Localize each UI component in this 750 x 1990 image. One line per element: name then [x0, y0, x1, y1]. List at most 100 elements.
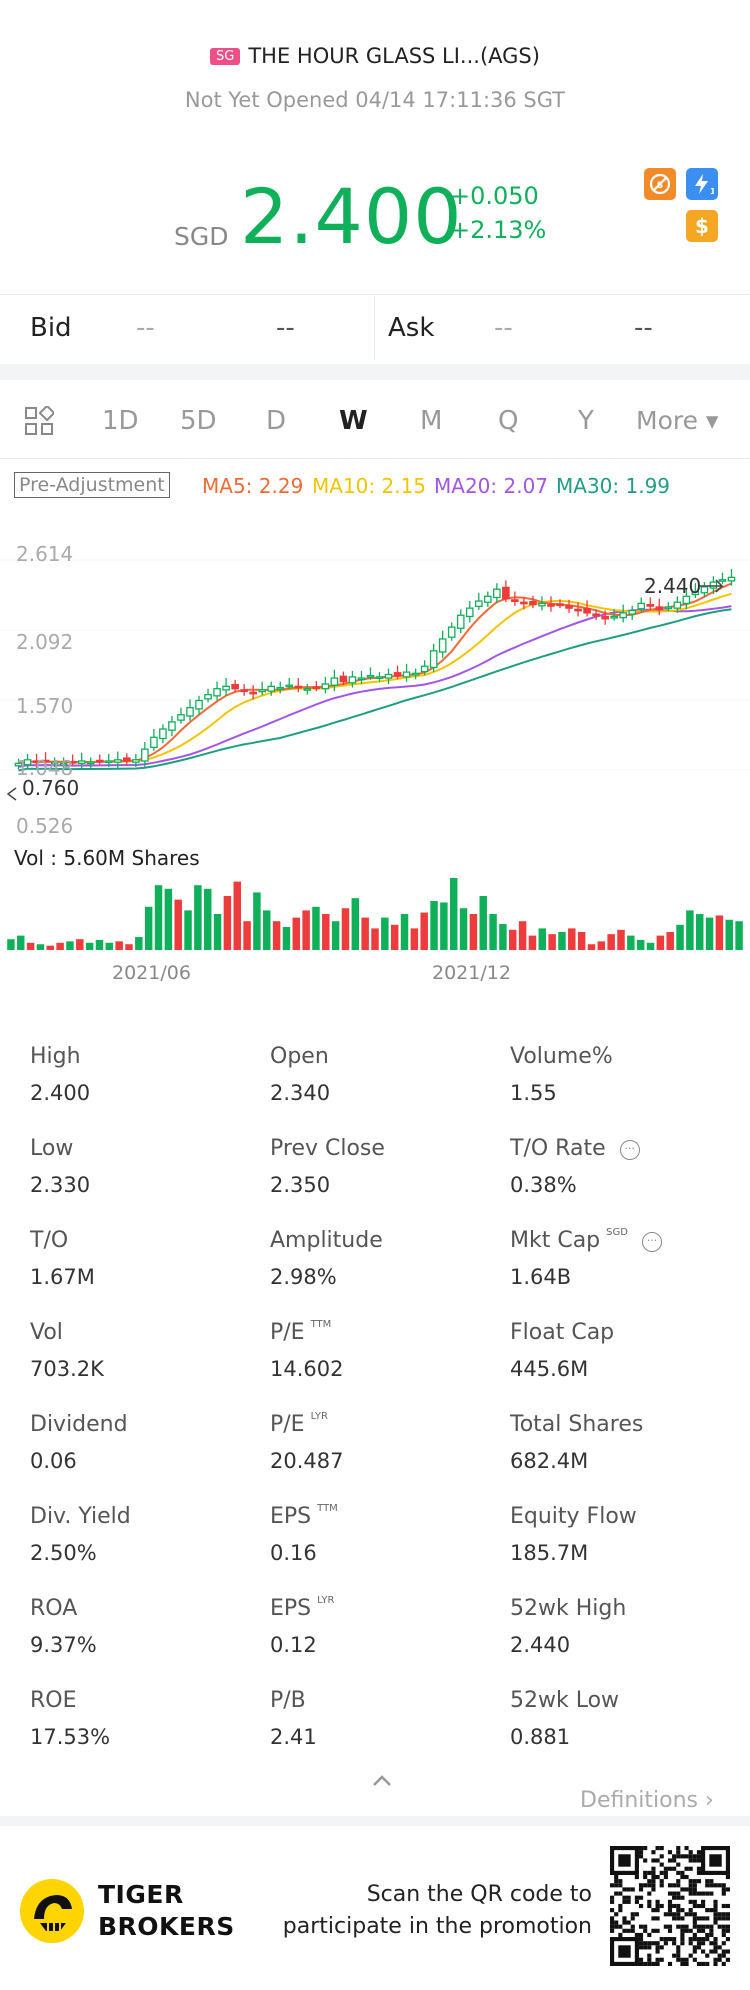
qr-module — [692, 1899, 697, 1904]
qr-module — [713, 1908, 718, 1913]
tab-more[interactable]: More ▾ — [636, 406, 719, 435]
qr-module — [672, 1916, 677, 1921]
qr-module — [614, 1883, 619, 1888]
candle-body — [249, 691, 257, 695]
qr-module — [676, 1879, 681, 1884]
qr-module — [721, 1932, 726, 1938]
qr-module — [709, 1932, 714, 1938]
dollar-icon[interactable]: $ — [686, 210, 718, 242]
qr-module — [618, 1854, 631, 1867]
y-tick: 2.614 — [16, 542, 74, 566]
qr-module — [638, 1941, 644, 1946]
qr-module — [614, 1924, 619, 1929]
lightning-level1-icon[interactable]: 1 — [686, 168, 718, 200]
stat-value: 445.6M — [510, 1357, 589, 1381]
definitions-link[interactable]: Definitions › — [580, 1788, 714, 1813]
candle-body — [682, 595, 691, 605]
qr-module — [680, 1932, 685, 1938]
info-icon[interactable]: ··· — [619, 1140, 640, 1160]
candle-body — [456, 614, 465, 629]
qr-module — [705, 1932, 710, 1938]
price-change-pct: +2.13% — [450, 216, 547, 244]
qr-module — [626, 1895, 631, 1900]
qr-module — [676, 1957, 681, 1962]
stat-label: EPS TTM — [270, 1503, 338, 1529]
tab-q[interactable]: Q — [498, 406, 519, 436]
qr-module — [688, 1891, 693, 1896]
qr-module — [692, 1937, 697, 1942]
qr-module — [651, 1850, 656, 1855]
stat-label-text: High — [30, 1044, 81, 1069]
qr-module — [610, 1883, 615, 1888]
tab-5d[interactable]: 5D — [180, 406, 217, 436]
qr-module — [622, 1895, 627, 1900]
tab-y[interactable]: Y — [578, 406, 594, 436]
stat-label-text: Volume% — [510, 1044, 613, 1069]
volume-bar — [164, 888, 173, 950]
stat-label: Volume% — [510, 1044, 613, 1069]
price-chart[interactable] — [0, 520, 750, 830]
stat-value: 2.330 — [30, 1173, 91, 1197]
qr-module — [709, 1924, 714, 1929]
qr-module — [721, 1887, 726, 1892]
candle-body — [231, 683, 239, 690]
candle-body — [493, 588, 501, 599]
qr-module — [638, 1957, 644, 1962]
tab-w[interactable]: W — [339, 406, 368, 436]
stat-label: Total Shares — [510, 1412, 643, 1437]
qr-module — [692, 1932, 697, 1938]
qr-module — [622, 1899, 627, 1904]
no-short-icon[interactable]: S — [644, 168, 676, 200]
qr-module — [672, 1883, 677, 1888]
info-icon[interactable]: ··· — [641, 1232, 662, 1252]
pre-adjustment-toggle[interactable]: Pre-Adjustment — [14, 472, 170, 498]
candle-body — [258, 689, 266, 693]
stock-title: SG THE HOUR GLASS LI...(AGS) — [0, 44, 750, 68]
stat-label: Vol — [30, 1320, 63, 1345]
qr-module — [614, 1920, 619, 1925]
candle-body — [23, 759, 32, 766]
candle-body — [321, 683, 330, 690]
qr-module — [721, 1883, 726, 1888]
candle-body — [213, 688, 221, 697]
ma20-label: MA20: 2.07 — [434, 474, 549, 498]
candle-body — [529, 600, 537, 606]
qr-module — [676, 1895, 681, 1900]
grid-icon[interactable] — [24, 404, 56, 436]
low-marker: 0.760 — [22, 776, 80, 800]
candle-body — [700, 586, 709, 594]
volume-chart[interactable] — [0, 872, 750, 950]
qr-module — [651, 1874, 656, 1880]
qr-module — [688, 1937, 693, 1942]
qr-module — [688, 1899, 693, 1904]
market-status: Not Yet Opened 04/14 17:11:36 SGT — [184, 88, 566, 112]
qr-module — [638, 1854, 644, 1859]
candle-body — [628, 609, 637, 615]
candle-body — [285, 684, 294, 688]
stat-label: Float Cap — [510, 1320, 614, 1345]
volume-bar — [686, 910, 694, 950]
candle-body — [186, 707, 194, 717]
qr-module — [688, 1858, 693, 1863]
stat-value: 2.400 — [30, 1081, 91, 1105]
stat-value: 0.38% — [510, 1173, 577, 1197]
volume-bar — [243, 921, 251, 950]
candle-body — [673, 601, 682, 609]
candle-body — [204, 693, 212, 700]
qr-module — [696, 1941, 702, 1946]
candle-body — [59, 762, 68, 766]
tab-m[interactable]: M — [420, 406, 443, 436]
qr-module — [692, 1945, 697, 1950]
qr-module — [696, 1924, 702, 1929]
qr-module — [680, 1874, 685, 1880]
volume-bar — [66, 941, 74, 950]
qr-module — [684, 1854, 689, 1859]
volume-bar — [509, 929, 517, 950]
volume-bar — [597, 941, 606, 950]
qr-module — [663, 1912, 668, 1917]
collapse-caret-icon[interactable] — [370, 1770, 394, 1795]
tab-d[interactable]: D — [266, 406, 287, 436]
candle-body — [357, 677, 366, 681]
y-tick: 0.526 — [16, 814, 74, 838]
tab-1d[interactable]: 1D — [102, 406, 139, 436]
